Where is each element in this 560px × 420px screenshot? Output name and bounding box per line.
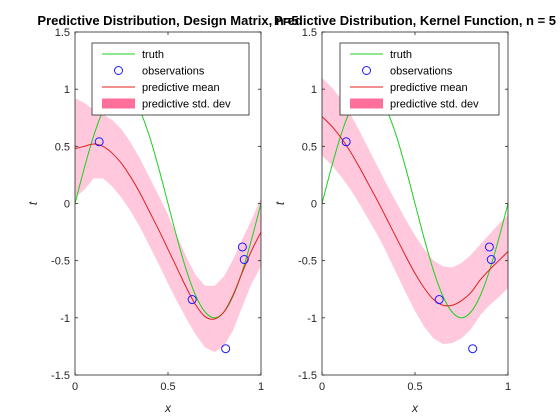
observation-point xyxy=(341,137,351,147)
x-tick-label: 0.5 xyxy=(407,381,422,393)
y-tick-label: 1 xyxy=(311,84,317,96)
legend-label: predictive mean xyxy=(142,82,220,94)
y-tick-label: -1.5 xyxy=(298,370,317,382)
y-tick-label: 1 xyxy=(64,84,70,96)
predictive-mean-line xyxy=(322,116,508,307)
y-tick-label: 0.5 xyxy=(55,141,70,153)
observation-point xyxy=(486,255,496,265)
observation-point xyxy=(468,344,478,354)
y-axis-label: t xyxy=(26,201,40,205)
y-tick-label: -0.5 xyxy=(51,256,70,268)
x-tick-label: 0 xyxy=(319,381,325,393)
std-dev-band xyxy=(322,77,508,345)
x-tick-label: 0.5 xyxy=(160,381,175,393)
legend-label: predictive std. dev xyxy=(142,99,231,111)
observation-point xyxy=(239,255,249,265)
legend-label: predictive std. dev xyxy=(390,99,479,111)
legend-label: predictive mean xyxy=(390,82,468,94)
x-tick-label: 1 xyxy=(258,381,264,393)
observation-point xyxy=(237,242,247,252)
observation-point xyxy=(221,344,231,354)
legend-observations-swatch xyxy=(114,66,123,75)
legend: truth observations predictive mean predicti… xyxy=(339,42,500,116)
observation-point xyxy=(484,242,494,252)
y-tick-label: 1.5 xyxy=(55,27,70,39)
legend-label: truth xyxy=(142,49,164,61)
x-axis-label: x xyxy=(164,401,172,415)
y-tick-label: -0.5 xyxy=(298,256,317,268)
y-axis-label: t xyxy=(273,201,287,205)
y-tick-label: -1 xyxy=(60,313,70,325)
x-axis-label: x xyxy=(411,401,419,415)
predictive-mean-line xyxy=(75,143,261,320)
observation-point xyxy=(187,295,197,305)
std-dev-band xyxy=(75,98,261,353)
legend-std-swatch xyxy=(350,98,383,109)
y-tick-label: -1.5 xyxy=(51,370,70,382)
observation-point xyxy=(94,137,104,147)
x-tick-label: 0 xyxy=(72,381,78,393)
observation-point xyxy=(434,295,444,305)
chart-title: Predictive Distribution, Kernel Function… xyxy=(274,13,556,28)
legend-label: observations xyxy=(142,66,205,78)
legend-std-swatch xyxy=(102,98,135,109)
legend-observations-swatch xyxy=(362,66,371,75)
y-tick-label: 0 xyxy=(311,199,317,211)
legend: truth observations predictive mean predicti… xyxy=(91,42,250,116)
chart-title: Predictive Distribution, Design Matrix, … xyxy=(37,13,298,28)
y-tick-label: 0.5 xyxy=(302,141,317,153)
y-tick-label: 0 xyxy=(64,199,70,211)
y-tick-label: -1 xyxy=(307,313,317,325)
y-tick-label: 1.5 xyxy=(302,27,317,39)
legend-label: truth xyxy=(390,49,412,61)
legend-label: observations xyxy=(390,66,453,78)
x-tick-label: 1 xyxy=(505,381,511,393)
